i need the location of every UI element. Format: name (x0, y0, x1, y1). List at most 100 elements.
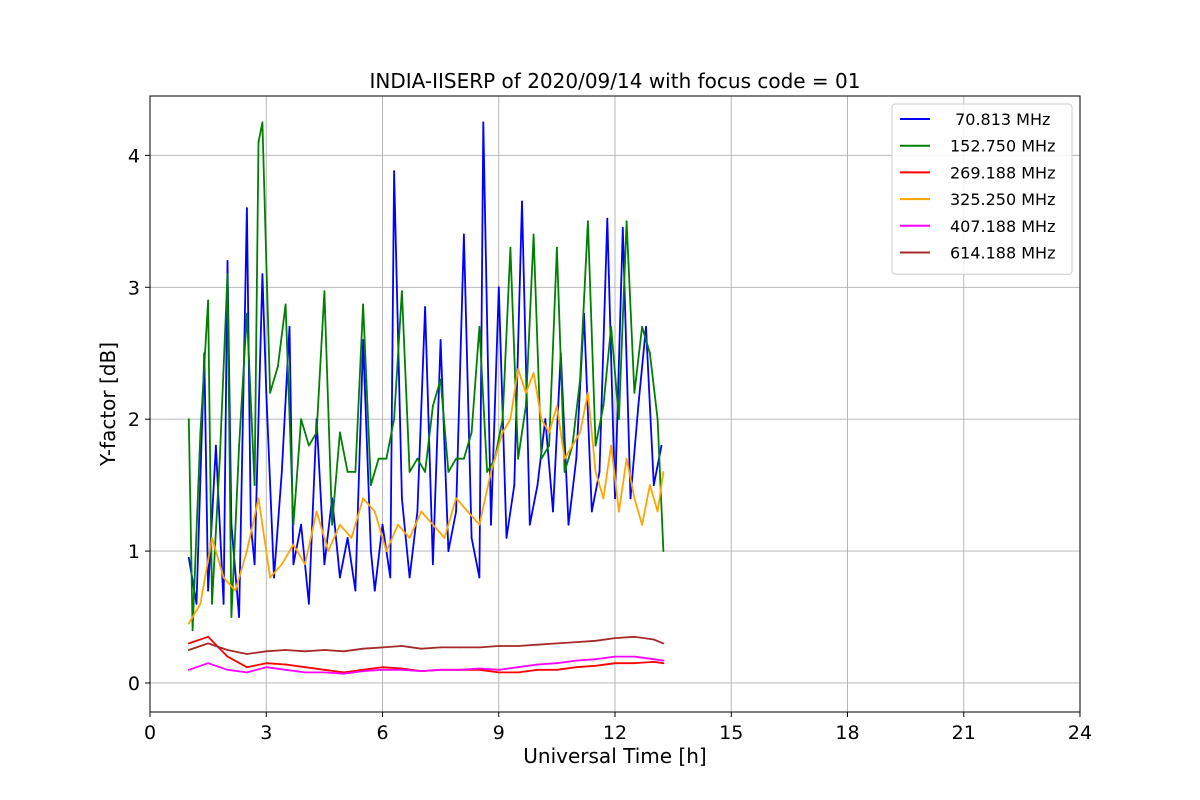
data-point (439, 339, 442, 341)
data-point (257, 497, 260, 500)
data-point (373, 589, 376, 592)
legend-label: 152.750 MHz (950, 137, 1055, 156)
data-point (280, 471, 283, 473)
data-point (346, 537, 349, 539)
x-tick-label: 24 (1068, 722, 1092, 744)
data-point (548, 444, 550, 447)
data-point (633, 655, 636, 658)
data-point (187, 649, 190, 651)
data-point (362, 670, 364, 672)
data-point (641, 325, 643, 328)
data-point (377, 457, 380, 460)
x-tick-label: 6 (376, 722, 388, 744)
legend-entry: 614.188 MHz (900, 244, 1055, 263)
data-point (323, 290, 326, 293)
data-point (393, 170, 395, 173)
data-point (261, 273, 264, 275)
series-lines (187, 121, 665, 675)
x-tick-label: 9 (493, 722, 505, 744)
data-point (455, 510, 457, 513)
data-point (552, 510, 554, 513)
data-point (587, 220, 589, 223)
data-point (490, 471, 492, 473)
data-point (556, 662, 558, 665)
data-point (408, 576, 411, 579)
data-point (509, 246, 512, 249)
data-point (277, 365, 279, 368)
data-point (501, 431, 504, 434)
data-point (649, 484, 651, 486)
data-point (401, 645, 403, 647)
data-point (373, 510, 376, 513)
data-point (602, 405, 605, 407)
data-point (362, 647, 364, 650)
data-point (497, 671, 500, 674)
y-tick-label: 1 (128, 541, 140, 563)
data-point (463, 457, 465, 460)
data-point (598, 471, 601, 473)
data-point (662, 550, 665, 552)
legend-entry: 152.750 MHz (900, 137, 1055, 156)
data-point (486, 471, 488, 473)
data-point (187, 418, 190, 421)
legend-label: 325.250 MHz (950, 190, 1055, 209)
data-point (246, 550, 248, 552)
legend-label: 407.188 MHz (950, 217, 1055, 236)
x-tick-label: 12 (603, 722, 627, 744)
data-point (265, 662, 268, 665)
data-point (579, 431, 581, 434)
data-point (594, 639, 597, 642)
data-point (420, 647, 423, 650)
data-point (652, 661, 655, 663)
data-point (614, 662, 616, 665)
data-point (532, 233, 535, 236)
data-point (401, 668, 403, 671)
legend-label: 614.188 MHz (950, 244, 1055, 263)
data-point (621, 227, 624, 229)
data-point (207, 299, 210, 302)
data-point (354, 589, 357, 592)
data-point (416, 457, 419, 460)
data-point (637, 405, 640, 407)
data-point (222, 576, 225, 579)
data-point (439, 668, 442, 671)
data-point (284, 663, 287, 666)
data-point (652, 658, 655, 661)
data-point (575, 659, 578, 662)
data-point (265, 391, 268, 394)
data-point (327, 550, 330, 552)
series-0 (187, 121, 663, 618)
data-point (459, 668, 461, 671)
data-point (528, 523, 531, 526)
data-point (443, 537, 446, 539)
data-point (370, 484, 372, 486)
data-point (625, 457, 628, 460)
data-point (226, 273, 229, 275)
data-point (455, 457, 457, 460)
y-tick-label: 3 (128, 277, 140, 299)
data-point (517, 666, 519, 669)
data-point (470, 537, 473, 539)
data-point (579, 378, 581, 381)
data-point (246, 666, 248, 669)
data-point (207, 642, 210, 645)
data-point (207, 662, 210, 665)
data-point (432, 523, 434, 526)
data-point (261, 121, 264, 124)
data-point (517, 457, 519, 460)
data-point (439, 646, 442, 649)
data-point (342, 672, 345, 675)
series-line (188, 635, 664, 655)
data-point (323, 563, 326, 566)
data-point (381, 666, 384, 669)
data-point (505, 537, 508, 539)
data-point (315, 510, 318, 513)
data-point (567, 523, 570, 526)
data-point (187, 556, 190, 559)
data-point (656, 510, 659, 513)
data-point (540, 418, 543, 421)
data-point (253, 563, 256, 566)
series-line (188, 655, 664, 675)
x-tick-label: 15 (719, 722, 743, 744)
data-point (269, 576, 271, 579)
